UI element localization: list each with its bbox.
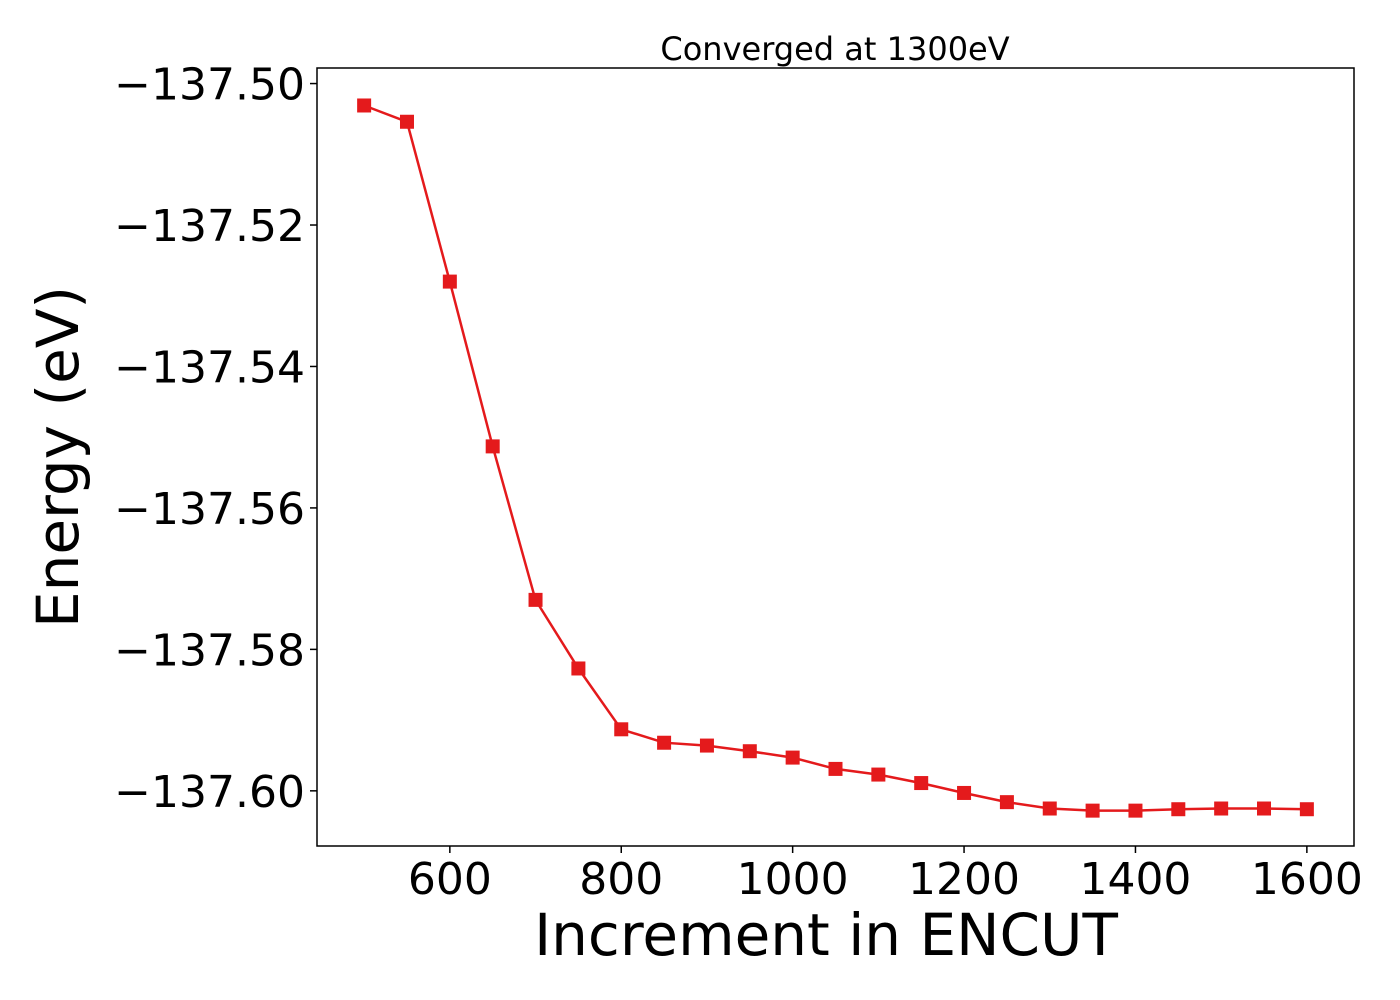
data-point-marker bbox=[1299, 802, 1314, 817]
data-point-marker bbox=[999, 795, 1014, 810]
data-point-marker bbox=[657, 735, 672, 750]
x-tick-label: 1400 bbox=[1079, 854, 1191, 905]
data-point-marker bbox=[614, 722, 629, 737]
y-tick-label: −137.52 bbox=[114, 201, 305, 252]
data-point-marker bbox=[1085, 803, 1100, 818]
data-point-marker bbox=[442, 274, 457, 289]
data-point-marker bbox=[957, 785, 972, 800]
data-point-marker bbox=[1171, 802, 1186, 817]
x-tick-label: 1600 bbox=[1251, 854, 1363, 905]
x-tick-label: 1200 bbox=[908, 854, 1020, 905]
data-point-marker bbox=[399, 114, 414, 129]
data-point-marker bbox=[699, 738, 714, 753]
y-tick-label: −137.50 bbox=[114, 60, 305, 111]
y-axis-label: Energy (eV) bbox=[24, 286, 92, 628]
data-point-marker bbox=[828, 761, 843, 776]
y-tick-label: −137.58 bbox=[114, 625, 305, 676]
data-point-marker bbox=[1257, 801, 1272, 816]
data-point-marker bbox=[571, 661, 586, 676]
data-point-marker bbox=[528, 592, 543, 607]
chart-title: Converged at 1300eV bbox=[660, 30, 1009, 68]
x-axis: 600 800 1000 1200 1400 1600 bbox=[408, 846, 1363, 905]
data-point-marker bbox=[742, 744, 757, 759]
y-tick-label: −137.60 bbox=[114, 767, 305, 818]
y-tick-label: −137.56 bbox=[114, 484, 305, 535]
series-line-group bbox=[357, 98, 1314, 818]
data-point-marker bbox=[357, 98, 372, 113]
data-point-marker bbox=[485, 439, 500, 454]
x-tick-label: 1000 bbox=[737, 854, 849, 905]
y-tick-label: −137.54 bbox=[114, 342, 305, 393]
x-tick-label: 800 bbox=[579, 854, 663, 905]
data-point-marker bbox=[914, 776, 929, 791]
series-line bbox=[363, 104, 1307, 812]
data-point-marker bbox=[1128, 803, 1143, 818]
data-point-marker bbox=[871, 767, 886, 782]
data-point-marker bbox=[1042, 801, 1057, 816]
y-axis: −137.50 −137.52 −137.54 −137.56 −137.58 −137.… bbox=[114, 60, 317, 818]
x-tick-label: 600 bbox=[408, 854, 492, 905]
plot-area-frame bbox=[316, 67, 1355, 847]
x-axis-label: Increment in ENCUT bbox=[534, 901, 1118, 969]
data-point-marker bbox=[1214, 801, 1229, 816]
data-point-marker bbox=[785, 750, 800, 765]
